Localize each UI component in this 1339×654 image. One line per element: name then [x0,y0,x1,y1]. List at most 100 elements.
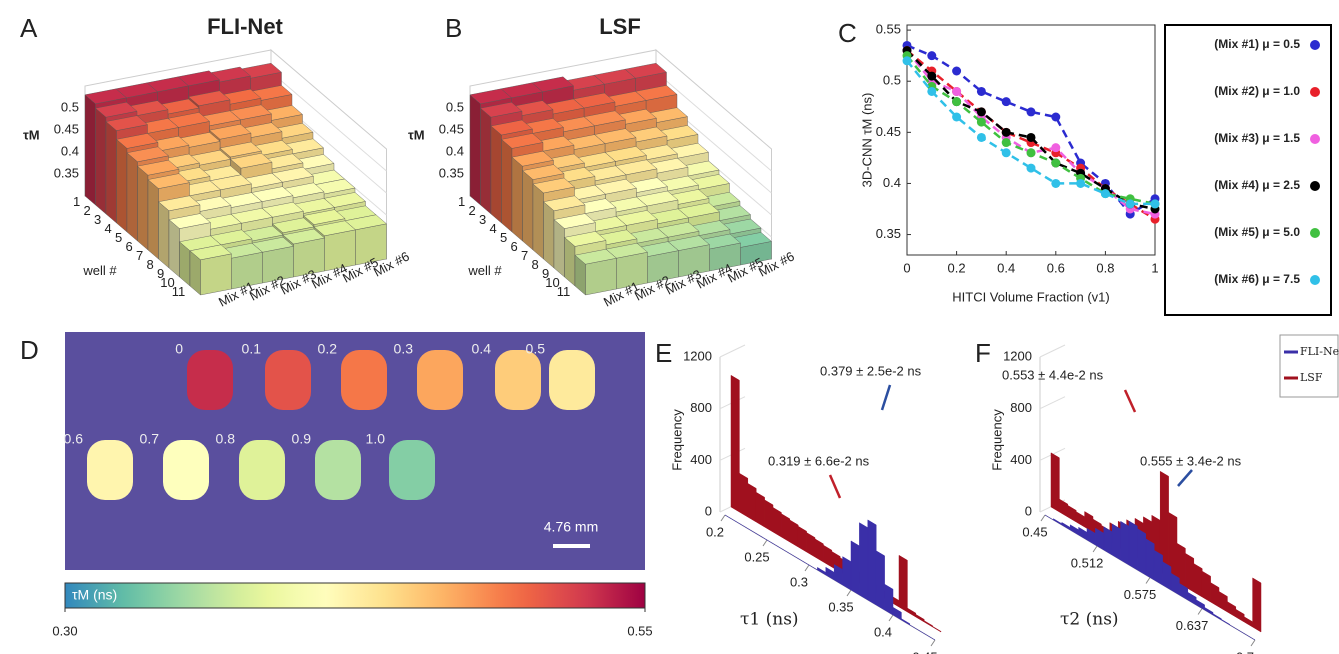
x-tick-label: 1 [1151,260,1158,275]
x-tick-label: 3 [94,212,101,227]
histogram-bar [1253,578,1261,632]
x-tick-label: 1 [73,194,80,209]
histogram-bar [924,621,932,627]
data-point [1051,179,1060,188]
x-tick-label: 0 [903,260,910,275]
x-tick [763,540,767,546]
histogram-bar [790,520,798,547]
legend-marker [1310,228,1320,238]
z-tick-label: 0.5 [61,99,79,114]
data-point [927,72,936,81]
data-point [1051,113,1060,122]
histogram-bar [1238,630,1246,635]
y-axis-label: Frequency [989,409,1004,471]
data-point [1002,128,1011,137]
bar-left-face [502,139,513,232]
histogram-bar [784,550,792,555]
x-tick-label: 6 [511,239,518,254]
data-point [1027,107,1036,116]
well-image [315,440,361,500]
histogram-bar [893,607,901,620]
histogram-bar [725,515,733,520]
data-point [1126,199,1135,208]
bar-left-face [96,108,107,214]
colorbar-tick-label: 0.30 [52,623,77,638]
histogram-bar [1068,505,1076,522]
x-tick [931,640,935,646]
well-label: 0.3 [394,341,414,357]
well-image [495,350,541,410]
histogram-bar [809,565,817,570]
y-tick-label: 400 [690,452,712,467]
legend-label: (Mix #1) μ = 0.5 [1214,37,1300,51]
histogram-bar [1146,539,1154,580]
histogram-bar [876,551,884,610]
x-tick-label: 7 [136,248,143,263]
histogram-bar [927,635,935,640]
legend-label: FLI-Net [1300,345,1339,358]
legend-label: (Mix #5) μ = 5.0 [1214,225,1300,239]
histogram-bar [901,619,909,625]
legend-label: (Mix #2) μ = 1.0 [1214,84,1300,98]
bar [190,245,232,295]
figure: AFLI-Net0.350.40.450.5τM1234567891011Mix… [0,0,1339,654]
grid-line [720,345,745,357]
data-point [1076,179,1085,188]
data-point [1027,164,1036,173]
x-tick [847,590,851,596]
z-tick-label: 0.5 [446,99,464,114]
x-tick [1093,546,1097,552]
x-tick-label: 0.4 [997,260,1015,275]
histogram-bar [1059,499,1067,517]
x-tick-label: 11 [557,284,571,299]
x-tick [1198,609,1202,615]
histogram-bar [1219,592,1227,613]
z-axis-label: τM [408,127,425,142]
histogram-bar [1188,592,1196,605]
bar-left-face [481,108,492,214]
x-tick-label: 8 [532,257,539,272]
x-axis-label: well # [467,263,502,278]
x-tick-label: 0.512 [1071,555,1104,570]
histogram-bar [823,545,831,567]
well-image [187,350,233,410]
x-tick-label: 0.6 [1047,260,1065,275]
well-image [389,440,435,500]
x-tick-label: 5 [115,230,122,245]
well-image [163,440,209,500]
data-point [927,87,936,96]
bar-left-face [169,220,180,277]
histogram-bar [767,540,775,545]
histogram-bar [750,530,758,535]
data-point [1101,189,1110,198]
histogram-bar [851,541,859,595]
panel-label: E [655,338,672,368]
annotation: 0.319 ± 6.6e-2 ns [768,453,870,468]
data-point [1002,97,1011,106]
y-tick-label: 800 [1010,400,1032,415]
panel-label: B [445,13,462,43]
well-image [265,350,311,410]
legend: FLI-NetLSF [1280,335,1339,397]
y-tick-label: 1200 [683,348,712,363]
annotation: 0.553 ± 4.4e-2 ns [1002,367,1104,382]
x-tick-label: 2 [469,203,476,218]
legend-marker [1310,134,1320,144]
histogram-bar [1085,512,1093,533]
chart-title: LSF [599,14,641,39]
y-tick-label: 0 [1025,503,1032,518]
y-tick-label: 0 [705,503,712,518]
well-label: 0.1 [242,341,262,357]
legend-marker [1310,181,1320,191]
data-point [1027,148,1036,157]
y-tick-label: 800 [690,400,712,415]
legend-marker [1310,87,1320,97]
histogram-bar [792,555,800,560]
well-label: 0.2 [318,341,338,357]
histogram-bar [885,584,893,615]
histogram-bar [773,508,781,538]
x-tick-label: 0.575 [1124,587,1157,602]
bar-left-face [523,171,534,250]
x-tick-label: 4 [105,221,112,236]
x-tick-label: 2 [84,203,91,218]
